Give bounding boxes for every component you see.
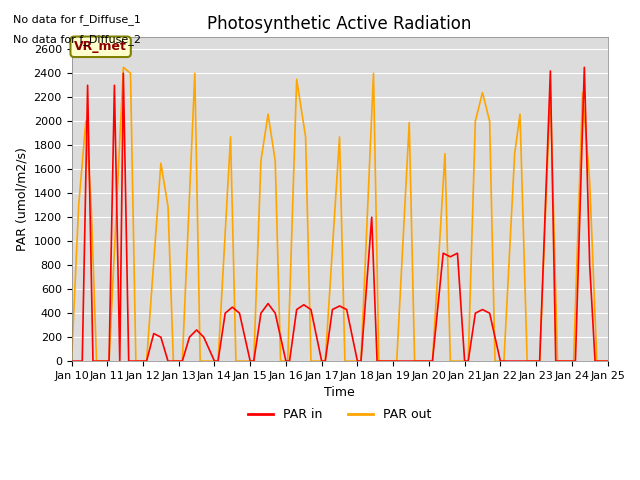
Text: No data for f_Diffuse_2: No data for f_Diffuse_2: [13, 34, 141, 45]
X-axis label: Time: Time: [324, 386, 355, 399]
Y-axis label: PAR (umol/m2/s): PAR (umol/m2/s): [15, 147, 28, 251]
Legend: PAR in, PAR out: PAR in, PAR out: [243, 403, 436, 426]
Text: VR_met: VR_met: [74, 40, 127, 53]
Title: Photosynthetic Active Radiation: Photosynthetic Active Radiation: [207, 15, 472, 33]
Text: No data for f_Diffuse_1: No data for f_Diffuse_1: [13, 14, 141, 25]
